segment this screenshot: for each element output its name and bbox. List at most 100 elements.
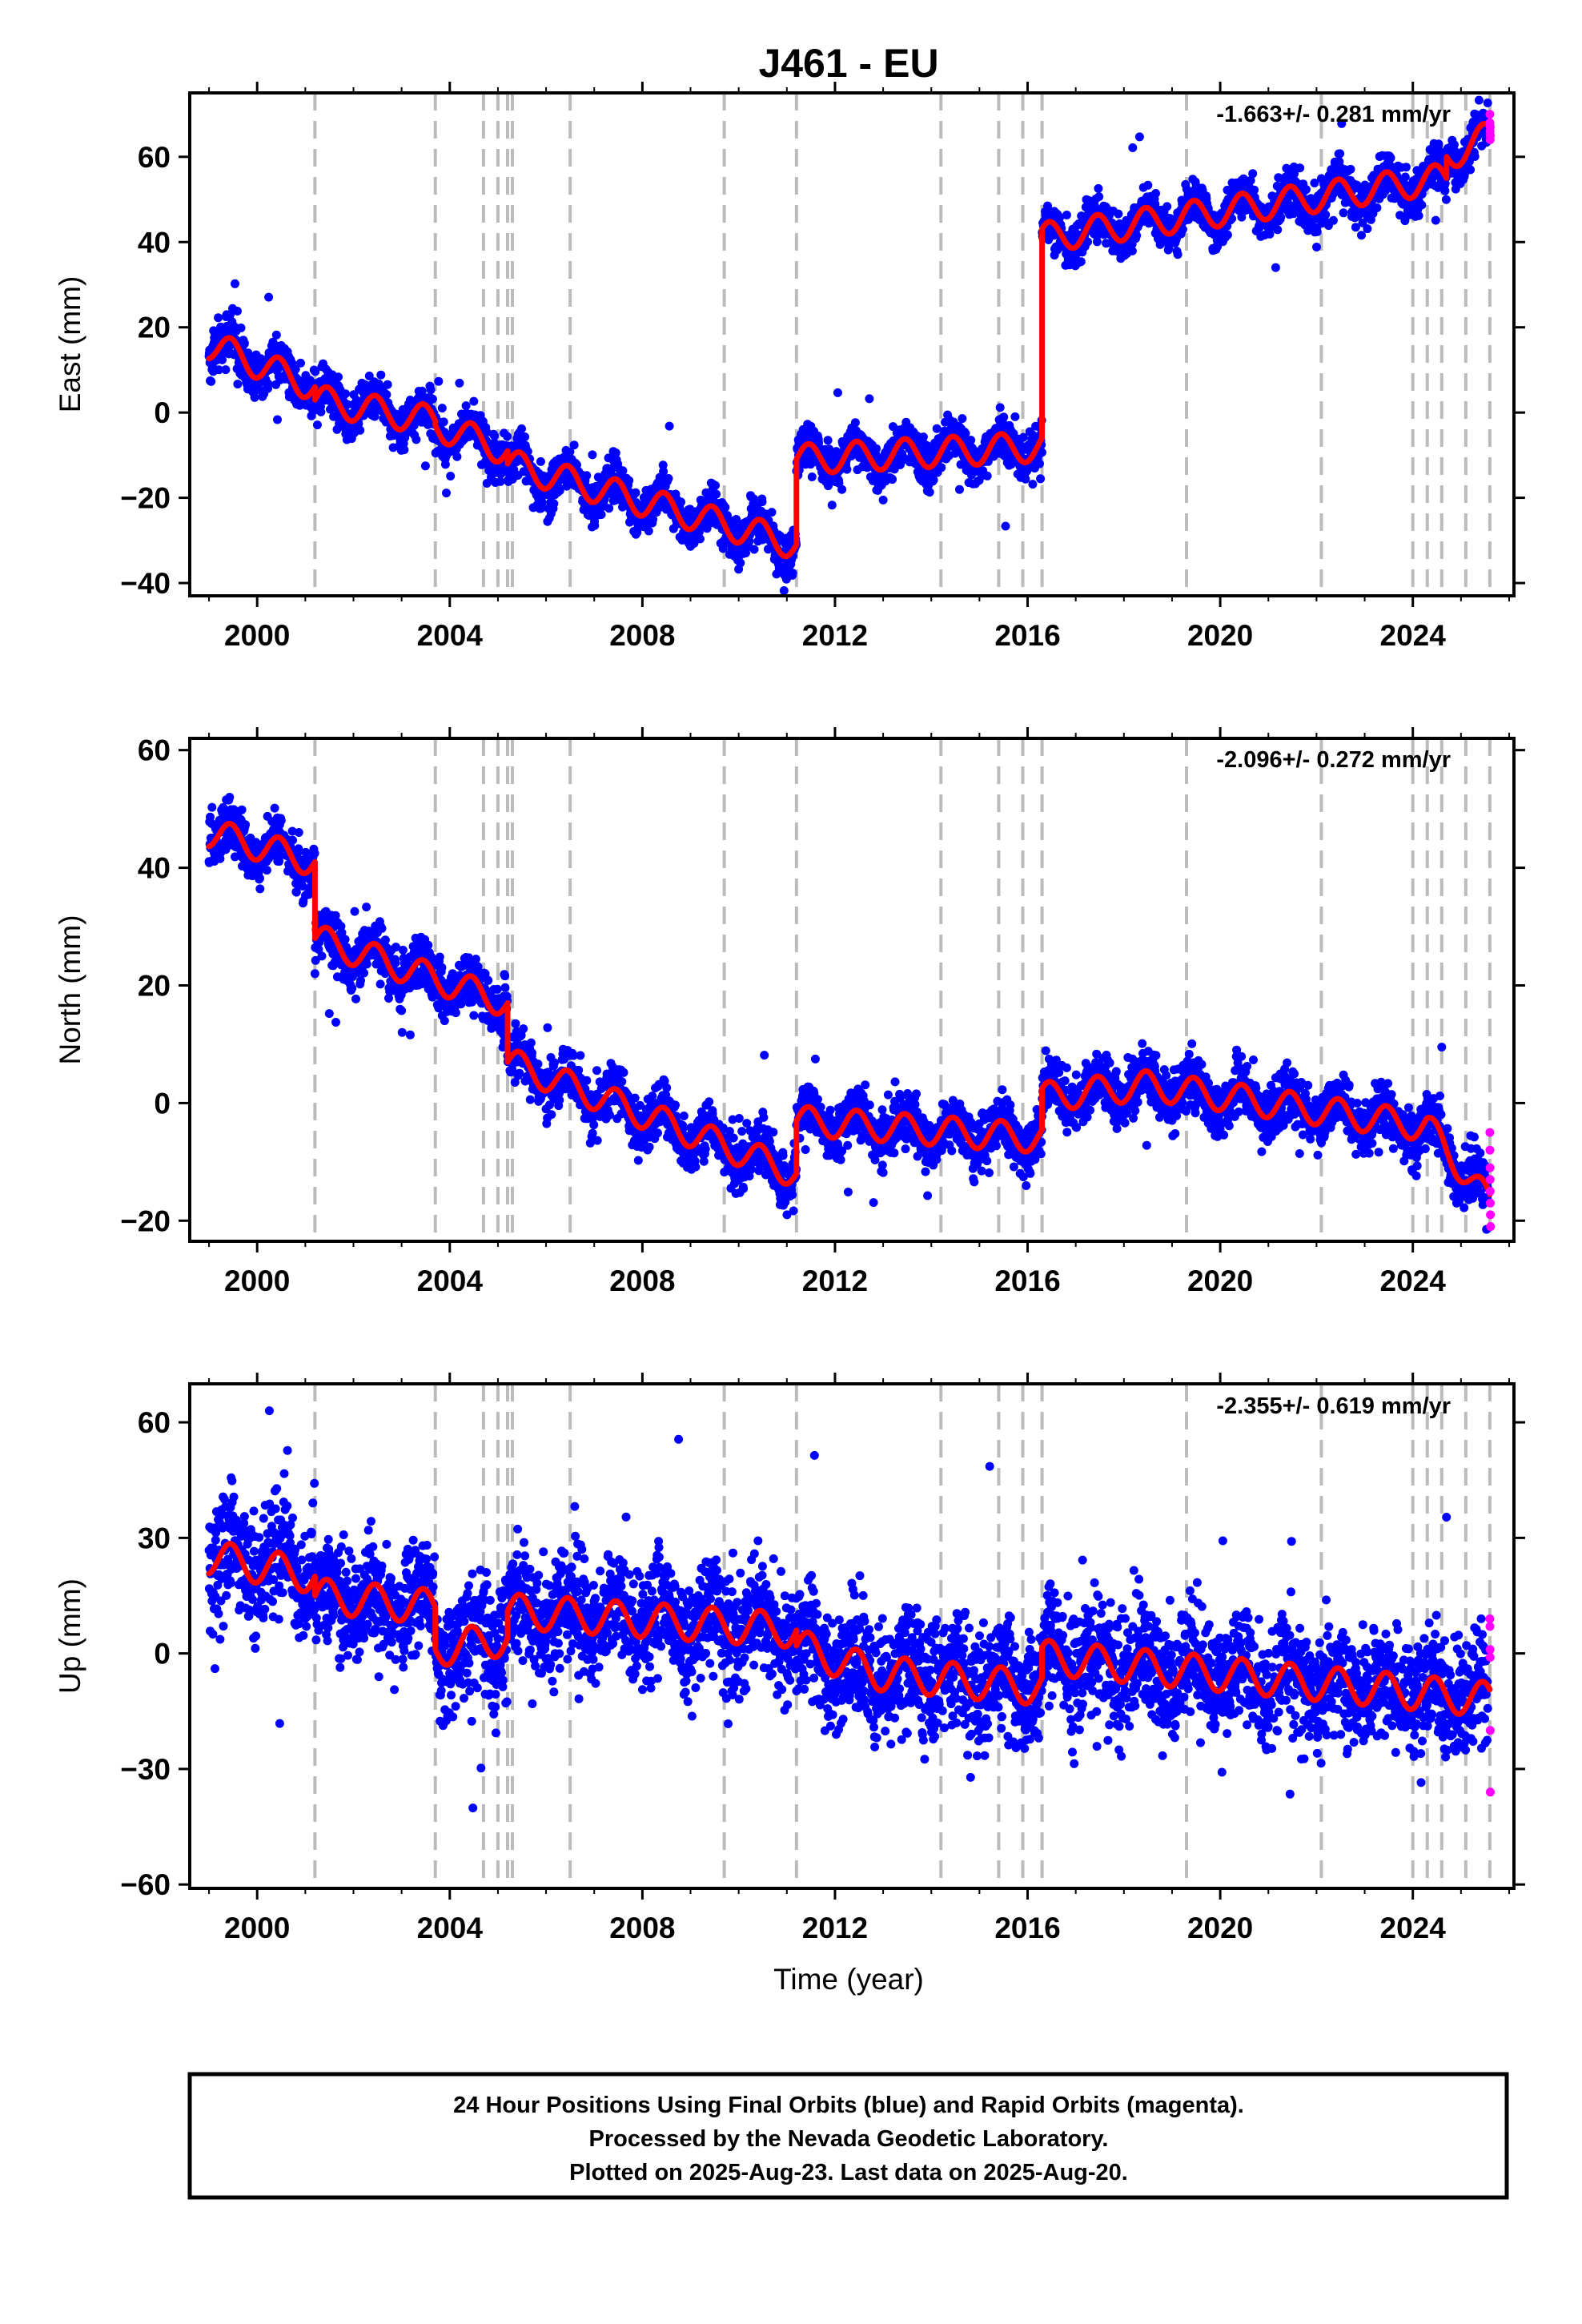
data-point bbox=[312, 420, 322, 430]
data-point bbox=[1128, 143, 1138, 152]
data-point bbox=[1273, 225, 1283, 235]
data-point bbox=[420, 461, 430, 471]
data-point bbox=[569, 440, 579, 450]
data-point bbox=[350, 907, 359, 916]
data-point bbox=[437, 404, 447, 413]
y-tick-label: 0 bbox=[154, 396, 171, 429]
data-point bbox=[1346, 164, 1355, 174]
data-point bbox=[677, 497, 686, 507]
data-point bbox=[865, 394, 874, 404]
data-point bbox=[1483, 99, 1492, 107]
data-point bbox=[1357, 231, 1366, 240]
rate-label: -1.663+/- 0.281 mm/yr bbox=[1216, 102, 1451, 127]
data-point bbox=[1010, 412, 1020, 421]
data-point bbox=[1441, 195, 1451, 204]
data-point bbox=[409, 420, 419, 430]
data-point bbox=[1276, 212, 1286, 222]
data-point bbox=[237, 805, 247, 814]
data-point bbox=[604, 504, 614, 513]
data-point bbox=[439, 417, 448, 427]
data-point bbox=[932, 424, 942, 433]
data-point bbox=[995, 403, 1005, 412]
data-point bbox=[273, 415, 282, 424]
data-point bbox=[1094, 183, 1103, 193]
rapid-point bbox=[1485, 123, 1495, 132]
data-point bbox=[233, 307, 242, 316]
data-point bbox=[343, 400, 352, 409]
data-point bbox=[1431, 215, 1440, 225]
data-point bbox=[1363, 224, 1372, 234]
data-point bbox=[1335, 149, 1345, 159]
data-point bbox=[767, 508, 777, 517]
data-point bbox=[958, 414, 967, 424]
data-point bbox=[307, 411, 316, 420]
data-point bbox=[324, 1009, 334, 1019]
data-point bbox=[469, 396, 479, 406]
data-point bbox=[590, 521, 600, 530]
data-point bbox=[827, 501, 837, 510]
y-tick-label: 20 bbox=[138, 312, 171, 344]
data-point bbox=[582, 471, 592, 480]
data-point bbox=[711, 480, 720, 490]
data-point bbox=[1328, 215, 1338, 225]
data-point bbox=[1401, 163, 1411, 172]
data-point bbox=[1173, 250, 1182, 259]
y-tick-label: −40 bbox=[120, 567, 171, 600]
model-line bbox=[206, 120, 1493, 560]
data-point bbox=[850, 418, 860, 428]
data-point bbox=[925, 488, 934, 497]
data-point bbox=[231, 279, 239, 288]
data-point bbox=[937, 463, 946, 472]
data-point bbox=[255, 884, 265, 894]
data-point bbox=[310, 969, 319, 979]
data-point bbox=[624, 476, 634, 485]
data-point bbox=[270, 803, 279, 813]
data-point bbox=[1092, 237, 1102, 247]
rapid-point bbox=[1485, 110, 1495, 119]
y-tick-label: 60 bbox=[138, 141, 171, 174]
x-tick-label: 2008 bbox=[609, 619, 675, 652]
data-point bbox=[549, 499, 559, 509]
data-point bbox=[664, 474, 673, 483]
data-point bbox=[271, 330, 281, 340]
data-point bbox=[461, 401, 471, 411]
data-point bbox=[712, 489, 721, 499]
data-point bbox=[520, 432, 530, 441]
data-point bbox=[1076, 257, 1086, 267]
data-point bbox=[1062, 211, 1071, 219]
data-point bbox=[1036, 474, 1046, 484]
rapid-points bbox=[1485, 110, 1495, 144]
data-point bbox=[1132, 231, 1142, 240]
data-point bbox=[929, 475, 938, 485]
data-point bbox=[736, 558, 745, 568]
data-point bbox=[1001, 521, 1010, 531]
y-axis-label: East (mm) bbox=[54, 276, 86, 413]
data-point bbox=[341, 389, 350, 399]
data-point bbox=[1470, 152, 1480, 161]
data-point bbox=[536, 456, 545, 466]
data-point bbox=[236, 324, 246, 332]
data-point bbox=[218, 355, 227, 364]
data-point bbox=[1035, 459, 1044, 468]
data-point bbox=[496, 476, 505, 486]
data-point bbox=[999, 412, 1009, 422]
data-point bbox=[340, 935, 350, 944]
data-point bbox=[721, 503, 730, 512]
data-point bbox=[833, 388, 842, 397]
data-point bbox=[428, 394, 437, 404]
data-point bbox=[596, 510, 606, 519]
data-point bbox=[288, 835, 297, 845]
data-point bbox=[382, 390, 391, 400]
data-point bbox=[294, 828, 303, 837]
data-point bbox=[1021, 474, 1030, 484]
data-point bbox=[214, 313, 223, 323]
data-point bbox=[221, 365, 231, 375]
data-point bbox=[1094, 192, 1104, 202]
chart-title: J461 - EU bbox=[758, 41, 938, 86]
x-tick-label: 2024 bbox=[1380, 619, 1447, 652]
data-point bbox=[482, 428, 492, 437]
data-point bbox=[644, 526, 653, 536]
data-point bbox=[1151, 189, 1160, 198]
data-point bbox=[225, 793, 235, 802]
